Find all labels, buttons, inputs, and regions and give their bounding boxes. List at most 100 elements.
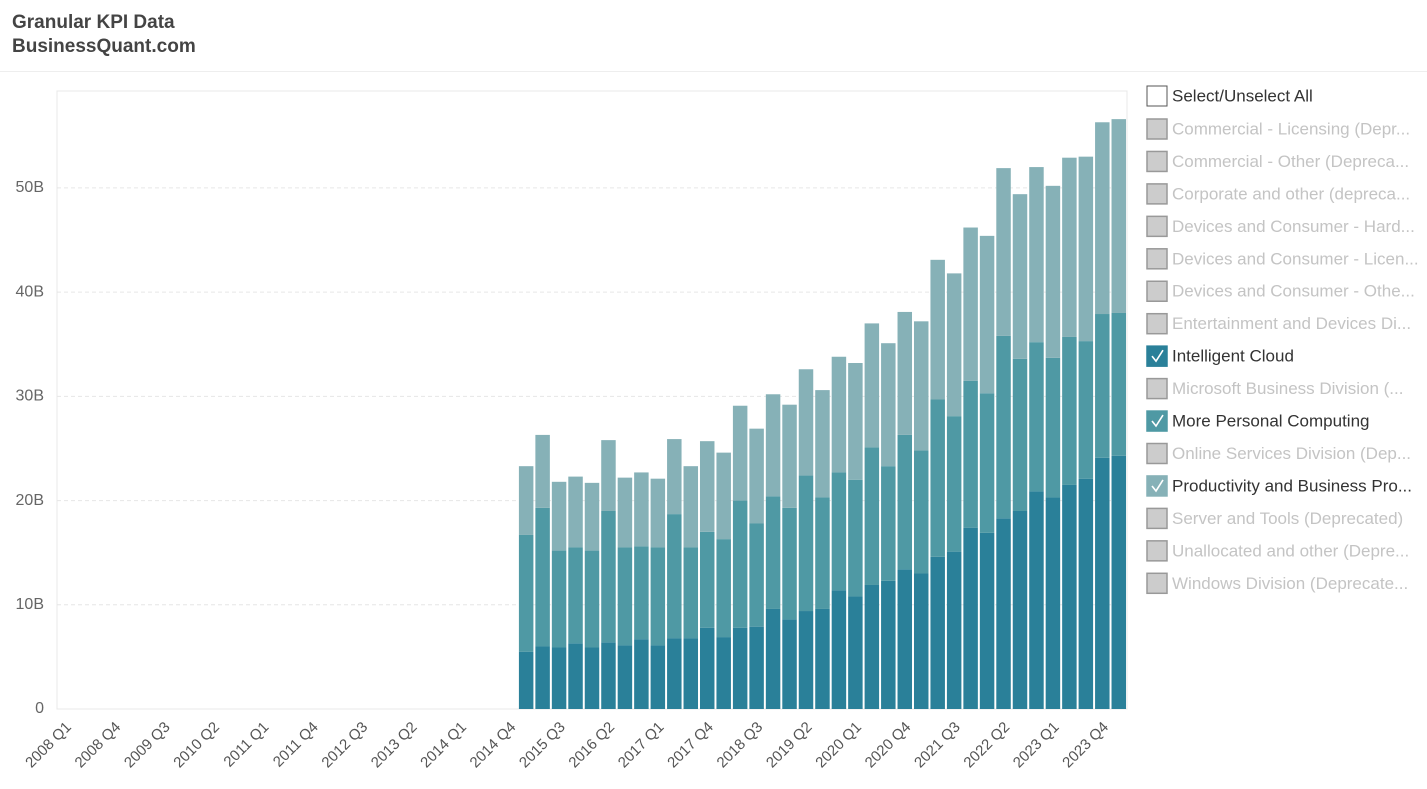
select-all-checkbox[interactable] bbox=[1146, 85, 1168, 107]
bar-segment bbox=[881, 343, 896, 467]
bar-segment bbox=[1045, 185, 1061, 358]
x-tick-label: 2018 Q3 bbox=[714, 719, 767, 772]
bar-segment bbox=[716, 637, 731, 709]
bar-segment bbox=[683, 547, 699, 639]
filter-checkbox[interactable] bbox=[1146, 312, 1168, 335]
bar-segment bbox=[1078, 156, 1094, 342]
x-tick-label: 2022 Q2 bbox=[960, 719, 1013, 772]
filter-checkbox[interactable] bbox=[1146, 507, 1168, 530]
filter-label[interactable]: Productivity and Business Pro... bbox=[1172, 476, 1412, 495]
filter-label[interactable]: Intelligent Cloud bbox=[1172, 347, 1294, 366]
bar-segment bbox=[913, 321, 929, 451]
filter-label[interactable]: Commercial - Licensing (Depr... bbox=[1172, 119, 1410, 138]
check-mark bbox=[1151, 414, 1164, 428]
filter-checkbox[interactable] bbox=[1146, 215, 1168, 238]
x-tick-label: 2023 Q4 bbox=[1059, 719, 1112, 772]
x-tick-label: 2013 Q2 bbox=[368, 719, 421, 772]
bar-segment bbox=[848, 363, 863, 480]
bar-segment bbox=[897, 569, 913, 709]
y-tick-label: 40B bbox=[16, 283, 44, 300]
filter-checkbox[interactable] bbox=[1146, 183, 1168, 205]
bar-segment bbox=[699, 441, 715, 532]
filter-label[interactable]: More Personal Computing bbox=[1172, 412, 1369, 431]
filter-checkbox[interactable] bbox=[1146, 280, 1168, 302]
bar-segment bbox=[1111, 455, 1127, 709]
x-tick-label: 2014 Q1 bbox=[417, 719, 470, 772]
bar-segment bbox=[864, 323, 880, 448]
filter-label[interactable]: Commercial - Other (Depreca... bbox=[1172, 152, 1409, 171]
filter-checkbox[interactable] bbox=[1146, 118, 1168, 140]
bar-segment bbox=[930, 556, 945, 709]
bar-segment bbox=[1012, 194, 1028, 359]
filter-checkbox[interactable] bbox=[1146, 540, 1168, 562]
y-tick-label: 50B bbox=[16, 179, 44, 196]
bar-segment bbox=[897, 311, 913, 435]
bar-segment bbox=[1095, 122, 1110, 315]
filter-checkbox[interactable] bbox=[1146, 377, 1168, 400]
bar-segment bbox=[897, 434, 913, 570]
bar-segment bbox=[518, 534, 534, 652]
x-tick-label: 2011 Q4 bbox=[270, 719, 322, 771]
bar-segment bbox=[963, 527, 978, 709]
filter-checkbox[interactable] bbox=[1146, 150, 1168, 173]
x-tick-label: 2012 Q3 bbox=[318, 719, 371, 772]
filter-checkbox[interactable] bbox=[1146, 345, 1168, 367]
bar-segment bbox=[535, 507, 550, 647]
filter-checkbox[interactable] bbox=[1146, 248, 1168, 270]
y-tick-label: 30B bbox=[16, 388, 44, 405]
filter-label[interactable]: Devices and Consumer - Hard... bbox=[1172, 217, 1415, 236]
bar-segment bbox=[568, 547, 583, 644]
x-tick-label: 2008 Q1 bbox=[22, 719, 75, 772]
bar-segment bbox=[1029, 342, 1044, 492]
bar-segment bbox=[1111, 119, 1127, 313]
bar-segment bbox=[634, 639, 649, 709]
bar-segment bbox=[617, 645, 633, 709]
filter-label[interactable]: Microsoft Business Division (... bbox=[1172, 379, 1403, 398]
filter-checkbox[interactable] bbox=[1146, 475, 1168, 497]
bar-segment bbox=[650, 478, 666, 548]
bar-segment bbox=[749, 428, 764, 524]
x-tick-label: 2020 Q4 bbox=[862, 719, 915, 772]
bar-segment bbox=[815, 608, 830, 709]
bar-segment bbox=[798, 369, 814, 476]
bar-segment bbox=[815, 390, 830, 498]
x-tick-label: 2011 Q1 bbox=[220, 719, 272, 771]
bar-segment bbox=[732, 627, 748, 709]
filter-label[interactable]: Windows Division (Deprecate... bbox=[1172, 574, 1408, 593]
bar-segment bbox=[765, 496, 781, 609]
x-tick-label: 2008 Q4 bbox=[72, 719, 125, 772]
bar-segment bbox=[1012, 510, 1028, 709]
bar-segment bbox=[518, 651, 534, 709]
select-all-label[interactable]: Select/Unselect All bbox=[1172, 86, 1313, 105]
bar-segment bbox=[1012, 358, 1028, 511]
filter-label[interactable]: Entertainment and Devices Di... bbox=[1172, 314, 1411, 333]
x-tick-label: 2023 Q1 bbox=[1010, 719, 1063, 772]
bar-segment bbox=[568, 643, 583, 709]
bar-segment bbox=[963, 380, 978, 528]
filter-label[interactable]: Corporate and other (depreca... bbox=[1172, 184, 1410, 203]
bar-segment bbox=[913, 573, 929, 709]
filter-label[interactable]: Unallocated and other (Depre... bbox=[1172, 541, 1409, 560]
x-tick-label: 2019 Q2 bbox=[763, 719, 816, 772]
bar-segment bbox=[601, 440, 616, 511]
filter-label[interactable]: Devices and Consumer - Licen... bbox=[1172, 249, 1419, 268]
filter-label[interactable]: Devices and Consumer - Othe... bbox=[1172, 282, 1415, 301]
check-mark bbox=[1151, 479, 1164, 493]
bar-segment bbox=[617, 547, 633, 646]
bar-segment bbox=[864, 584, 880, 709]
bar-segment bbox=[798, 475, 814, 612]
bar-segment bbox=[699, 531, 715, 628]
bar-segment bbox=[650, 645, 666, 709]
filter-checkbox[interactable] bbox=[1146, 410, 1168, 432]
bar-segment bbox=[1078, 341, 1094, 479]
filter-label[interactable]: Server and Tools (Deprecated) bbox=[1172, 509, 1403, 528]
filter-checkbox[interactable] bbox=[1146, 442, 1168, 465]
bar-segment bbox=[815, 497, 830, 609]
filter-label[interactable]: Online Services Division (Dep... bbox=[1172, 444, 1411, 463]
bar-segment bbox=[617, 477, 633, 548]
bar-segment bbox=[732, 500, 748, 628]
bar-segment bbox=[864, 447, 880, 585]
bar-segment bbox=[601, 642, 616, 709]
bar-segment bbox=[979, 393, 995, 533]
filter-checkbox[interactable] bbox=[1146, 572, 1168, 595]
